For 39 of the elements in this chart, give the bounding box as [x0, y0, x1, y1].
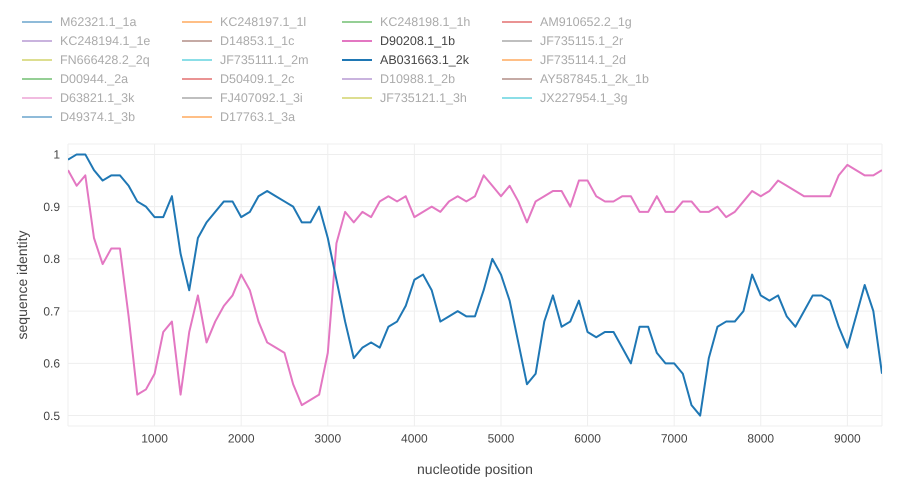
y-tick-label: 0.7 — [43, 304, 60, 318]
legend-label: D90208.1_1b — [380, 34, 456, 48]
x-tick-label: 2000 — [228, 432, 255, 446]
legend-label: M62321.1_1a — [60, 14, 136, 28]
y-tick-label: 0.5 — [43, 408, 60, 423]
x-tick-label: 7000 — [660, 432, 688, 446]
x-tick-label: 6000 — [574, 432, 602, 446]
x-tick-label: 9000 — [834, 432, 862, 446]
legend-label: FJ407092.1_3i — [220, 90, 303, 104]
x-tick-label: 8000 — [747, 432, 774, 446]
legend-label: AB031663.1_2k — [380, 52, 469, 66]
x-tick-label: 5000 — [488, 432, 515, 446]
legend-label: D17763.1_3a — [220, 110, 296, 124]
x-tick-label: 1000 — [141, 432, 168, 446]
legend-label: D63821.1_3k — [60, 90, 134, 104]
legend-label: JF735121.1_3h — [380, 90, 467, 104]
legend-label: KC248197.1_1l — [220, 14, 306, 28]
legend-label: JF735111.1_2m — [220, 52, 308, 66]
legend-label: D10988.1_2b — [380, 72, 456, 86]
legend-label: D14853.1_1c — [220, 34, 294, 48]
x-axis-title: nucleotide position — [417, 461, 533, 477]
legend-label: KC248198.1_1h — [380, 14, 470, 28]
y-tick-label: 0.9 — [43, 200, 60, 214]
y-tick-label: 1 — [53, 148, 60, 162]
legend-label: JX227954.1_3g — [540, 90, 628, 104]
legend-label: AY587845.1_2k_1b — [540, 72, 649, 86]
legend-label: D50409.1_2c — [220, 72, 294, 86]
legend-label: JF735115.1_2r — [540, 34, 624, 48]
y-axis-title: sequence identity — [14, 230, 30, 340]
legend-label: KC248194.1_1e — [60, 34, 150, 48]
legend-label: FN666428.2_2q — [60, 52, 150, 66]
legend-label: D49374.1_3b — [60, 110, 136, 124]
y-tick-label: 0.8 — [43, 252, 60, 266]
x-tick-label: 4000 — [401, 432, 428, 446]
legend-label: AM910652.2_1g — [540, 14, 632, 28]
legend-label: D00944._2a — [60, 72, 128, 86]
legend-label: JF735114.1_2d — [540, 52, 626, 66]
y-tick-label: 0.6 — [43, 356, 60, 371]
x-tick-label: 3000 — [314, 432, 342, 446]
